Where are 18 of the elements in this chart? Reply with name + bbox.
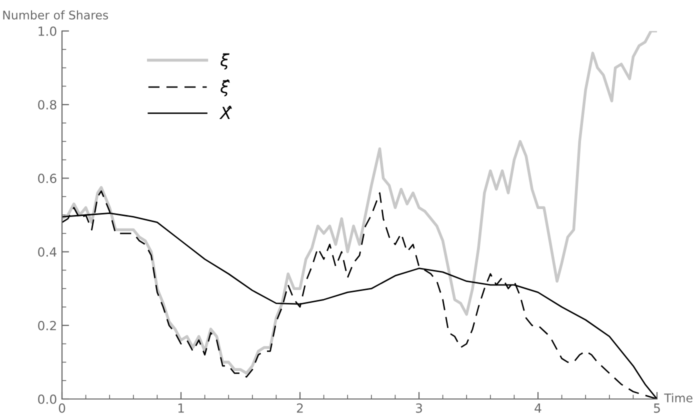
- y-tick-label: 0.6: [38, 174, 56, 184]
- x-tick-label: 3: [416, 403, 422, 413]
- x-tick-label: 5: [654, 404, 660, 413]
- legend-label: ξ̂: [220, 80, 230, 96]
- y-axis-title: Number of Shares: [3, 10, 108, 20]
- y-tick-label: 0.0: [38, 394, 56, 404]
- y-tick-label: 1.0: [38, 26, 56, 36]
- x-tick-label: 0: [58, 403, 66, 413]
- line-series: [62, 31, 657, 375]
- legend-label: X̂: [219, 106, 232, 120]
- y-tick-label: 0.2: [38, 320, 56, 330]
- y-tick-label: 0.4: [38, 247, 56, 257]
- x-axis-title: Time: [664, 393, 692, 402]
- x-tick-label: 2: [296, 403, 303, 413]
- x-tick-label: 1: [178, 404, 184, 413]
- y-tick-label: 0.8: [38, 100, 56, 110]
- legend-label: ξ: [220, 53, 230, 70]
- x-tick-label: 4: [534, 404, 542, 413]
